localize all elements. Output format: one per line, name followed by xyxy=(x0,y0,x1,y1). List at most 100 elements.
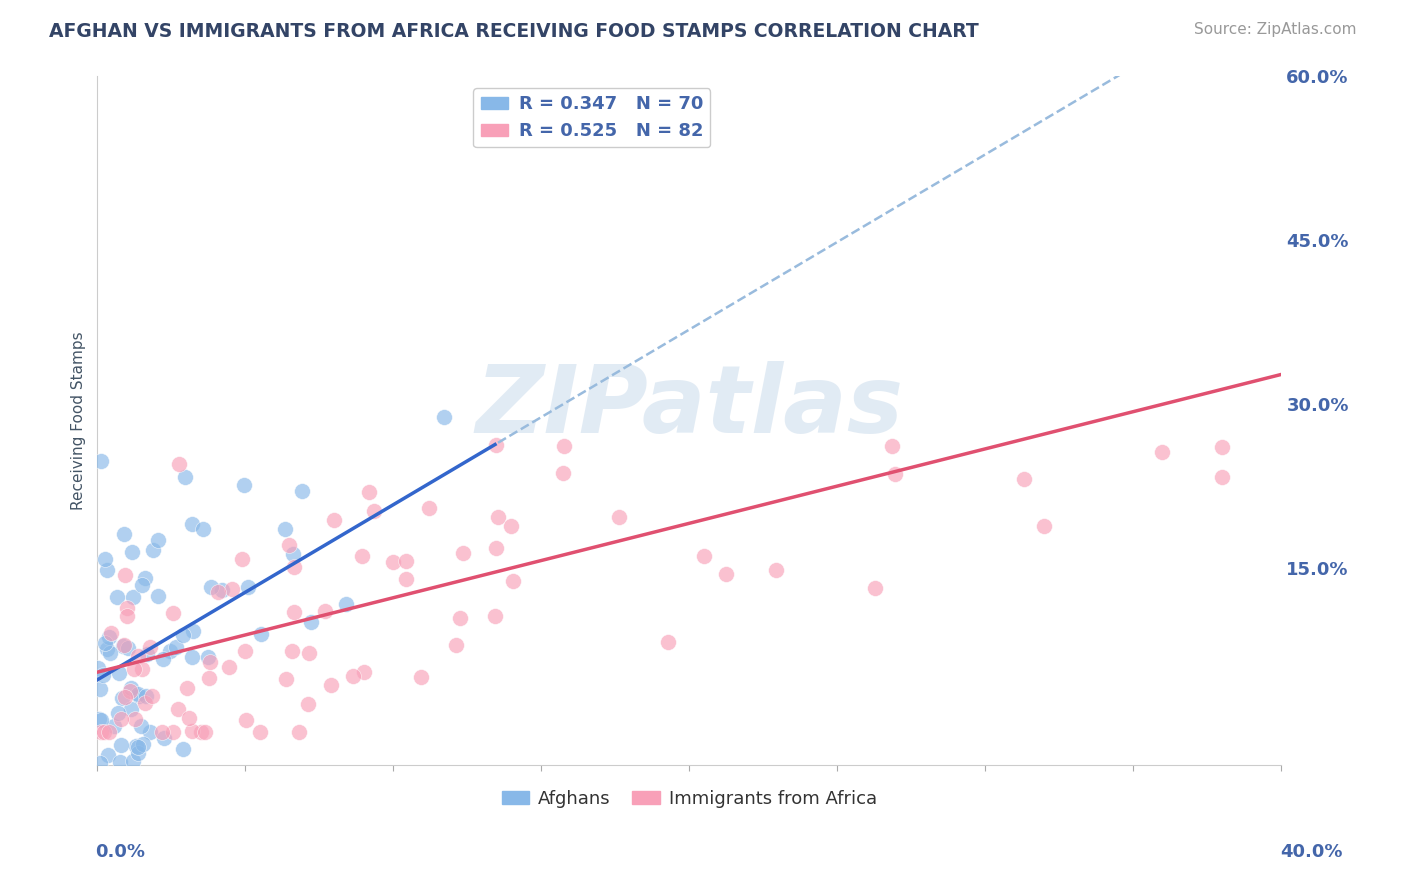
Point xyxy=(150,725,173,739)
Point xyxy=(451,546,474,560)
Point xyxy=(127,648,149,663)
Point xyxy=(125,739,148,754)
Point xyxy=(181,624,204,638)
Point xyxy=(105,590,128,604)
Point xyxy=(357,485,380,500)
Point xyxy=(283,559,305,574)
Point xyxy=(322,512,344,526)
Point xyxy=(193,523,215,537)
Point xyxy=(353,665,375,679)
Point xyxy=(122,755,145,769)
Point xyxy=(250,627,273,641)
Point xyxy=(274,672,297,686)
Point xyxy=(112,638,135,652)
Point xyxy=(382,555,405,569)
Point xyxy=(129,719,152,733)
Point xyxy=(200,580,222,594)
Point xyxy=(352,549,374,563)
Point xyxy=(110,691,132,706)
Point xyxy=(94,551,117,566)
Point xyxy=(114,567,136,582)
Point xyxy=(693,549,716,563)
Point xyxy=(288,725,311,739)
Point xyxy=(128,689,150,703)
Point xyxy=(120,702,142,716)
Legend: Afghans, Immigrants from Africa: Afghans, Immigrants from Africa xyxy=(495,782,884,814)
Point xyxy=(90,454,112,468)
Point xyxy=(395,553,418,567)
Point xyxy=(433,410,456,425)
Point xyxy=(121,545,143,559)
Point xyxy=(112,527,135,541)
Point xyxy=(319,678,342,692)
Point xyxy=(153,731,176,746)
Point xyxy=(159,644,181,658)
Y-axis label: Receiving Food Stamps: Receiving Food Stamps xyxy=(72,331,86,509)
Point xyxy=(395,572,418,586)
Point xyxy=(93,725,115,739)
Point xyxy=(194,725,217,739)
Point xyxy=(449,611,471,625)
Point xyxy=(134,571,156,585)
Point xyxy=(1211,470,1233,484)
Point xyxy=(100,625,122,640)
Point xyxy=(91,668,114,682)
Point xyxy=(110,712,132,726)
Point xyxy=(172,628,194,642)
Point xyxy=(131,578,153,592)
Point xyxy=(89,681,111,696)
Point xyxy=(97,630,120,644)
Point xyxy=(218,660,240,674)
Point xyxy=(89,756,111,771)
Point xyxy=(107,706,129,720)
Point xyxy=(127,746,149,760)
Point xyxy=(120,684,142,698)
Point xyxy=(278,538,301,552)
Point xyxy=(176,681,198,695)
Text: Source: ZipAtlas.com: Source: ZipAtlas.com xyxy=(1194,22,1357,37)
Point xyxy=(94,636,117,650)
Point xyxy=(141,689,163,703)
Point xyxy=(114,690,136,704)
Point xyxy=(181,649,204,664)
Point xyxy=(96,641,118,656)
Point xyxy=(553,439,575,453)
Point xyxy=(146,533,169,547)
Point xyxy=(132,737,155,751)
Point xyxy=(122,662,145,676)
Point xyxy=(110,738,132,752)
Point xyxy=(131,662,153,676)
Text: AFGHAN VS IMMIGRANTS FROM AFRICA RECEIVING FOOD STAMPS CORRELATION CHART: AFGHAN VS IMMIGRANTS FROM AFRICA RECEIVI… xyxy=(49,22,979,41)
Point xyxy=(409,670,432,684)
Point xyxy=(165,640,187,655)
Point xyxy=(162,606,184,620)
Point xyxy=(231,552,253,566)
Point xyxy=(179,711,201,725)
Point xyxy=(112,639,135,653)
Point xyxy=(90,725,112,739)
Point xyxy=(117,609,139,624)
Point xyxy=(1032,519,1054,533)
Point xyxy=(121,590,143,604)
Point xyxy=(198,655,221,669)
Point xyxy=(115,601,138,615)
Point xyxy=(169,457,191,471)
Point xyxy=(150,784,173,798)
Point xyxy=(485,541,508,556)
Point xyxy=(86,781,108,796)
Point xyxy=(446,638,468,652)
Point xyxy=(249,725,271,739)
Point xyxy=(90,713,112,727)
Point xyxy=(236,580,259,594)
Point xyxy=(174,470,197,484)
Point xyxy=(335,597,357,611)
Point xyxy=(146,589,169,603)
Text: 40.0%: 40.0% xyxy=(1281,843,1343,861)
Point xyxy=(127,739,149,754)
Point xyxy=(134,696,156,710)
Point xyxy=(120,681,142,695)
Point xyxy=(181,724,204,739)
Point xyxy=(198,671,221,685)
Point xyxy=(139,640,162,654)
Point xyxy=(172,742,194,756)
